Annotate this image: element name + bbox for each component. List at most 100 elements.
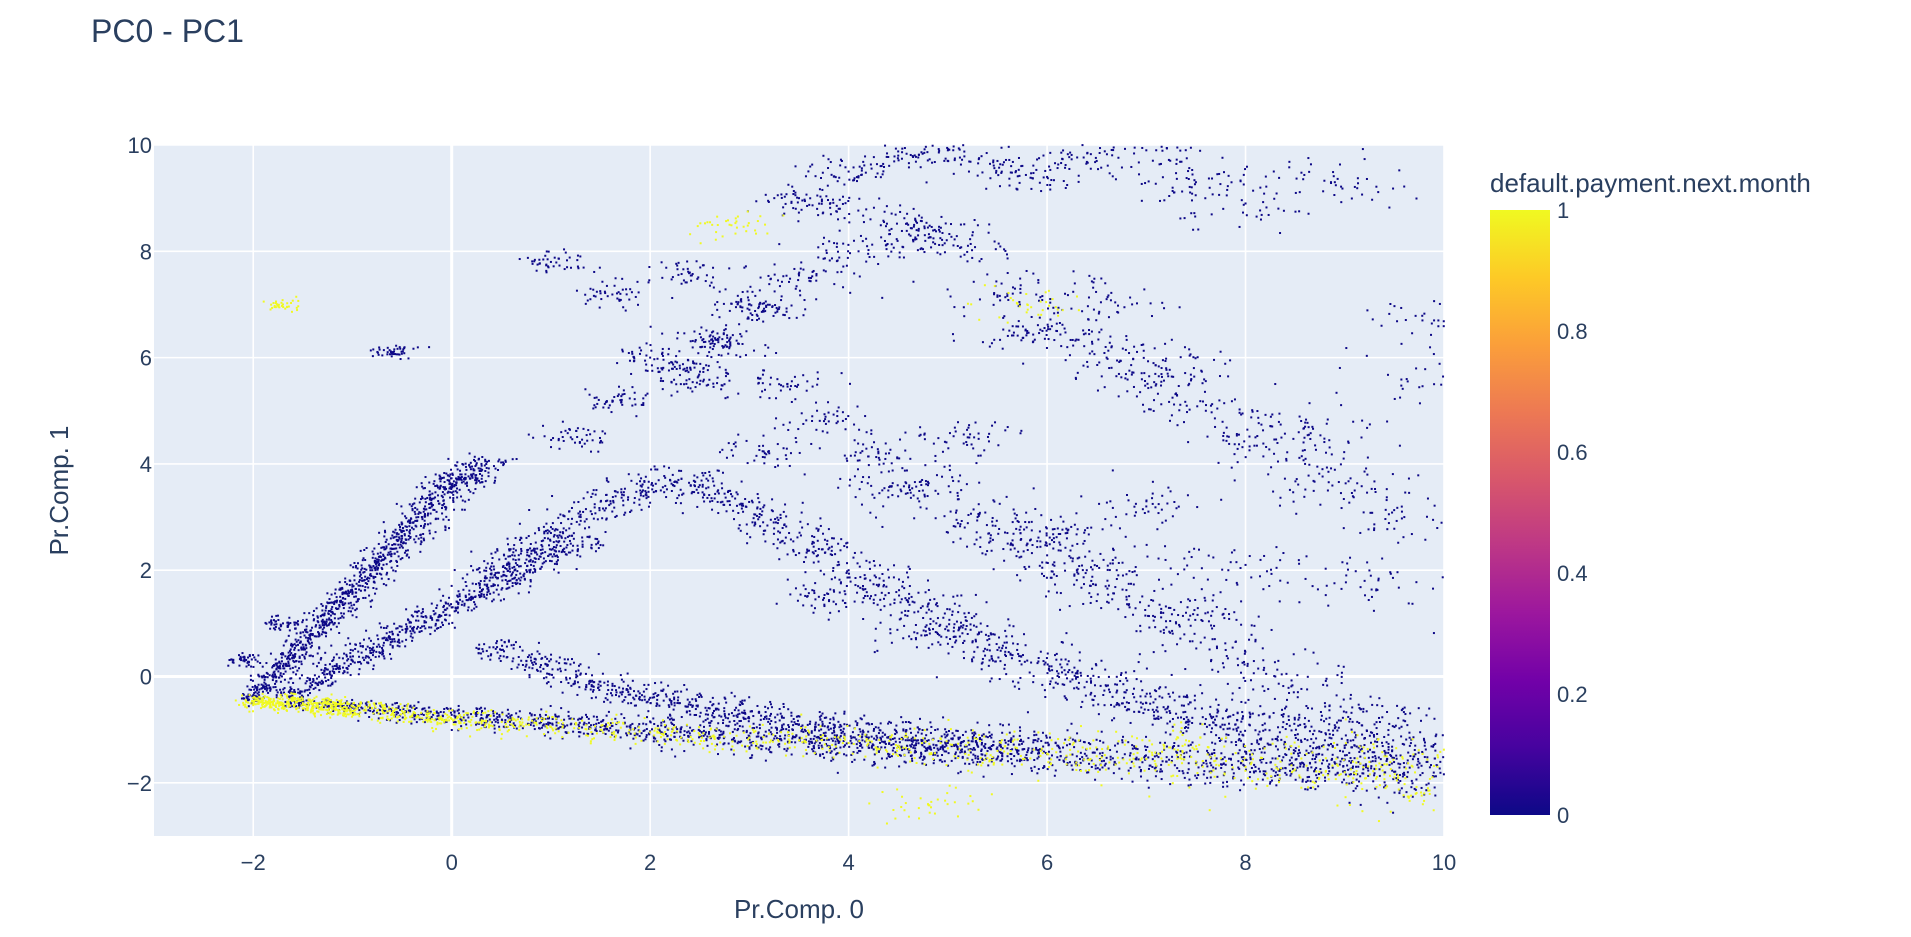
- scatter-point: [764, 388, 767, 391]
- scatter-point: [284, 640, 287, 643]
- scatter-point: [1045, 346, 1048, 349]
- scatter-point: [372, 709, 375, 712]
- scatter-point: [397, 353, 400, 356]
- scatter-point: [629, 510, 632, 513]
- scatter-point: [529, 558, 532, 561]
- scatter-point: [531, 549, 534, 552]
- scatter-point: [728, 500, 731, 503]
- scatter-point: [657, 479, 660, 482]
- scatter-point: [1114, 586, 1117, 589]
- scatter-point: [563, 662, 566, 665]
- scatter-point: [797, 279, 800, 282]
- scatter-point: [1188, 167, 1191, 170]
- scatter-point: [304, 648, 307, 651]
- scatter-point: [603, 402, 606, 405]
- scatter-point: [989, 537, 992, 540]
- scatter-point: [1412, 736, 1415, 739]
- scatter-point: [866, 594, 869, 597]
- scatter-point: [251, 695, 254, 698]
- scatter-point: [840, 725, 843, 728]
- scatter-point: [369, 574, 372, 577]
- scatter-point: [1204, 612, 1207, 615]
- scatter-point: [1098, 566, 1101, 569]
- scatter-point: [940, 215, 943, 218]
- plot-area[interactable]: [154, 145, 1444, 836]
- scatter-point: [555, 721, 558, 724]
- scatter-point: [859, 234, 862, 237]
- scatter-point: [907, 565, 910, 568]
- scatter-point: [1117, 156, 1120, 159]
- scatter-point: [781, 539, 784, 542]
- scatter-point: [826, 738, 829, 741]
- scatter-point: [1105, 501, 1108, 504]
- scatter-point: [917, 610, 920, 613]
- scatter-point: [1371, 318, 1374, 321]
- scatter-point: [342, 607, 345, 610]
- scatter-point: [1407, 477, 1410, 480]
- scatter-point: [1349, 477, 1352, 480]
- scatter-point: [1419, 731, 1422, 734]
- scatter-point: [374, 702, 377, 705]
- scatter-point: [461, 600, 464, 603]
- scatter-point: [1357, 746, 1360, 749]
- scatter-point: [998, 502, 1001, 505]
- scatter-point: [509, 717, 512, 720]
- scatter-point: [550, 653, 553, 656]
- scatter-point: [865, 237, 868, 240]
- scatter-point: [818, 447, 821, 450]
- scatter-point: [471, 476, 474, 479]
- scatter-point: [633, 704, 636, 707]
- scatter-point: [422, 487, 425, 490]
- scatter-point: [827, 420, 830, 423]
- scatter-point: [1006, 542, 1009, 545]
- scatter-point: [569, 266, 572, 269]
- scatter-point: [712, 286, 715, 289]
- scatter-point: [360, 576, 363, 579]
- scatter-point: [416, 519, 419, 522]
- scatter-point: [1242, 745, 1245, 748]
- scatter-point: [420, 615, 423, 618]
- scatter-point: [638, 698, 641, 701]
- scatter-point: [436, 715, 439, 718]
- scatter-point: [516, 582, 519, 585]
- scatter-point: [1039, 328, 1042, 331]
- scatter-point: [1071, 560, 1074, 563]
- scatter-point: [1431, 775, 1434, 778]
- scatter-point: [782, 728, 785, 731]
- scatter-point: [1362, 764, 1365, 767]
- scatter-point: [542, 677, 545, 680]
- scatter-point: [1151, 758, 1154, 761]
- scatter-point: [958, 156, 961, 159]
- scatter-point: [803, 560, 806, 563]
- scatter-point: [1381, 741, 1384, 744]
- scatter-point: [358, 580, 361, 583]
- scatter-point: [448, 487, 451, 490]
- scatter-point: [662, 699, 665, 702]
- scatter-point: [809, 737, 812, 740]
- scatter-point: [334, 680, 337, 683]
- scatter-point: [925, 624, 928, 627]
- scatter-point: [1237, 739, 1240, 742]
- scatter-point: [993, 293, 996, 296]
- scatter-point: [1314, 788, 1317, 791]
- scatter-point: [645, 342, 648, 345]
- scatter-point: [952, 172, 955, 175]
- scatter-point: [481, 723, 484, 726]
- scatter-point: [1250, 416, 1253, 419]
- scatter-point: [878, 583, 881, 586]
- scatter-point: [1231, 768, 1234, 771]
- scatter-point: [762, 434, 765, 437]
- scatter-point: [974, 246, 977, 249]
- scatter-point: [603, 700, 606, 703]
- scatter-point: [883, 605, 886, 608]
- scatter-point: [392, 569, 395, 572]
- scatter-point: [903, 760, 906, 763]
- scatter-point: [492, 598, 495, 601]
- scatter-point: [1156, 392, 1159, 395]
- scatter-point: [1226, 727, 1229, 730]
- scatter-point: [485, 716, 488, 719]
- scatter-point: [594, 295, 597, 298]
- scatter-point: [807, 592, 810, 595]
- scatter-point: [952, 145, 955, 148]
